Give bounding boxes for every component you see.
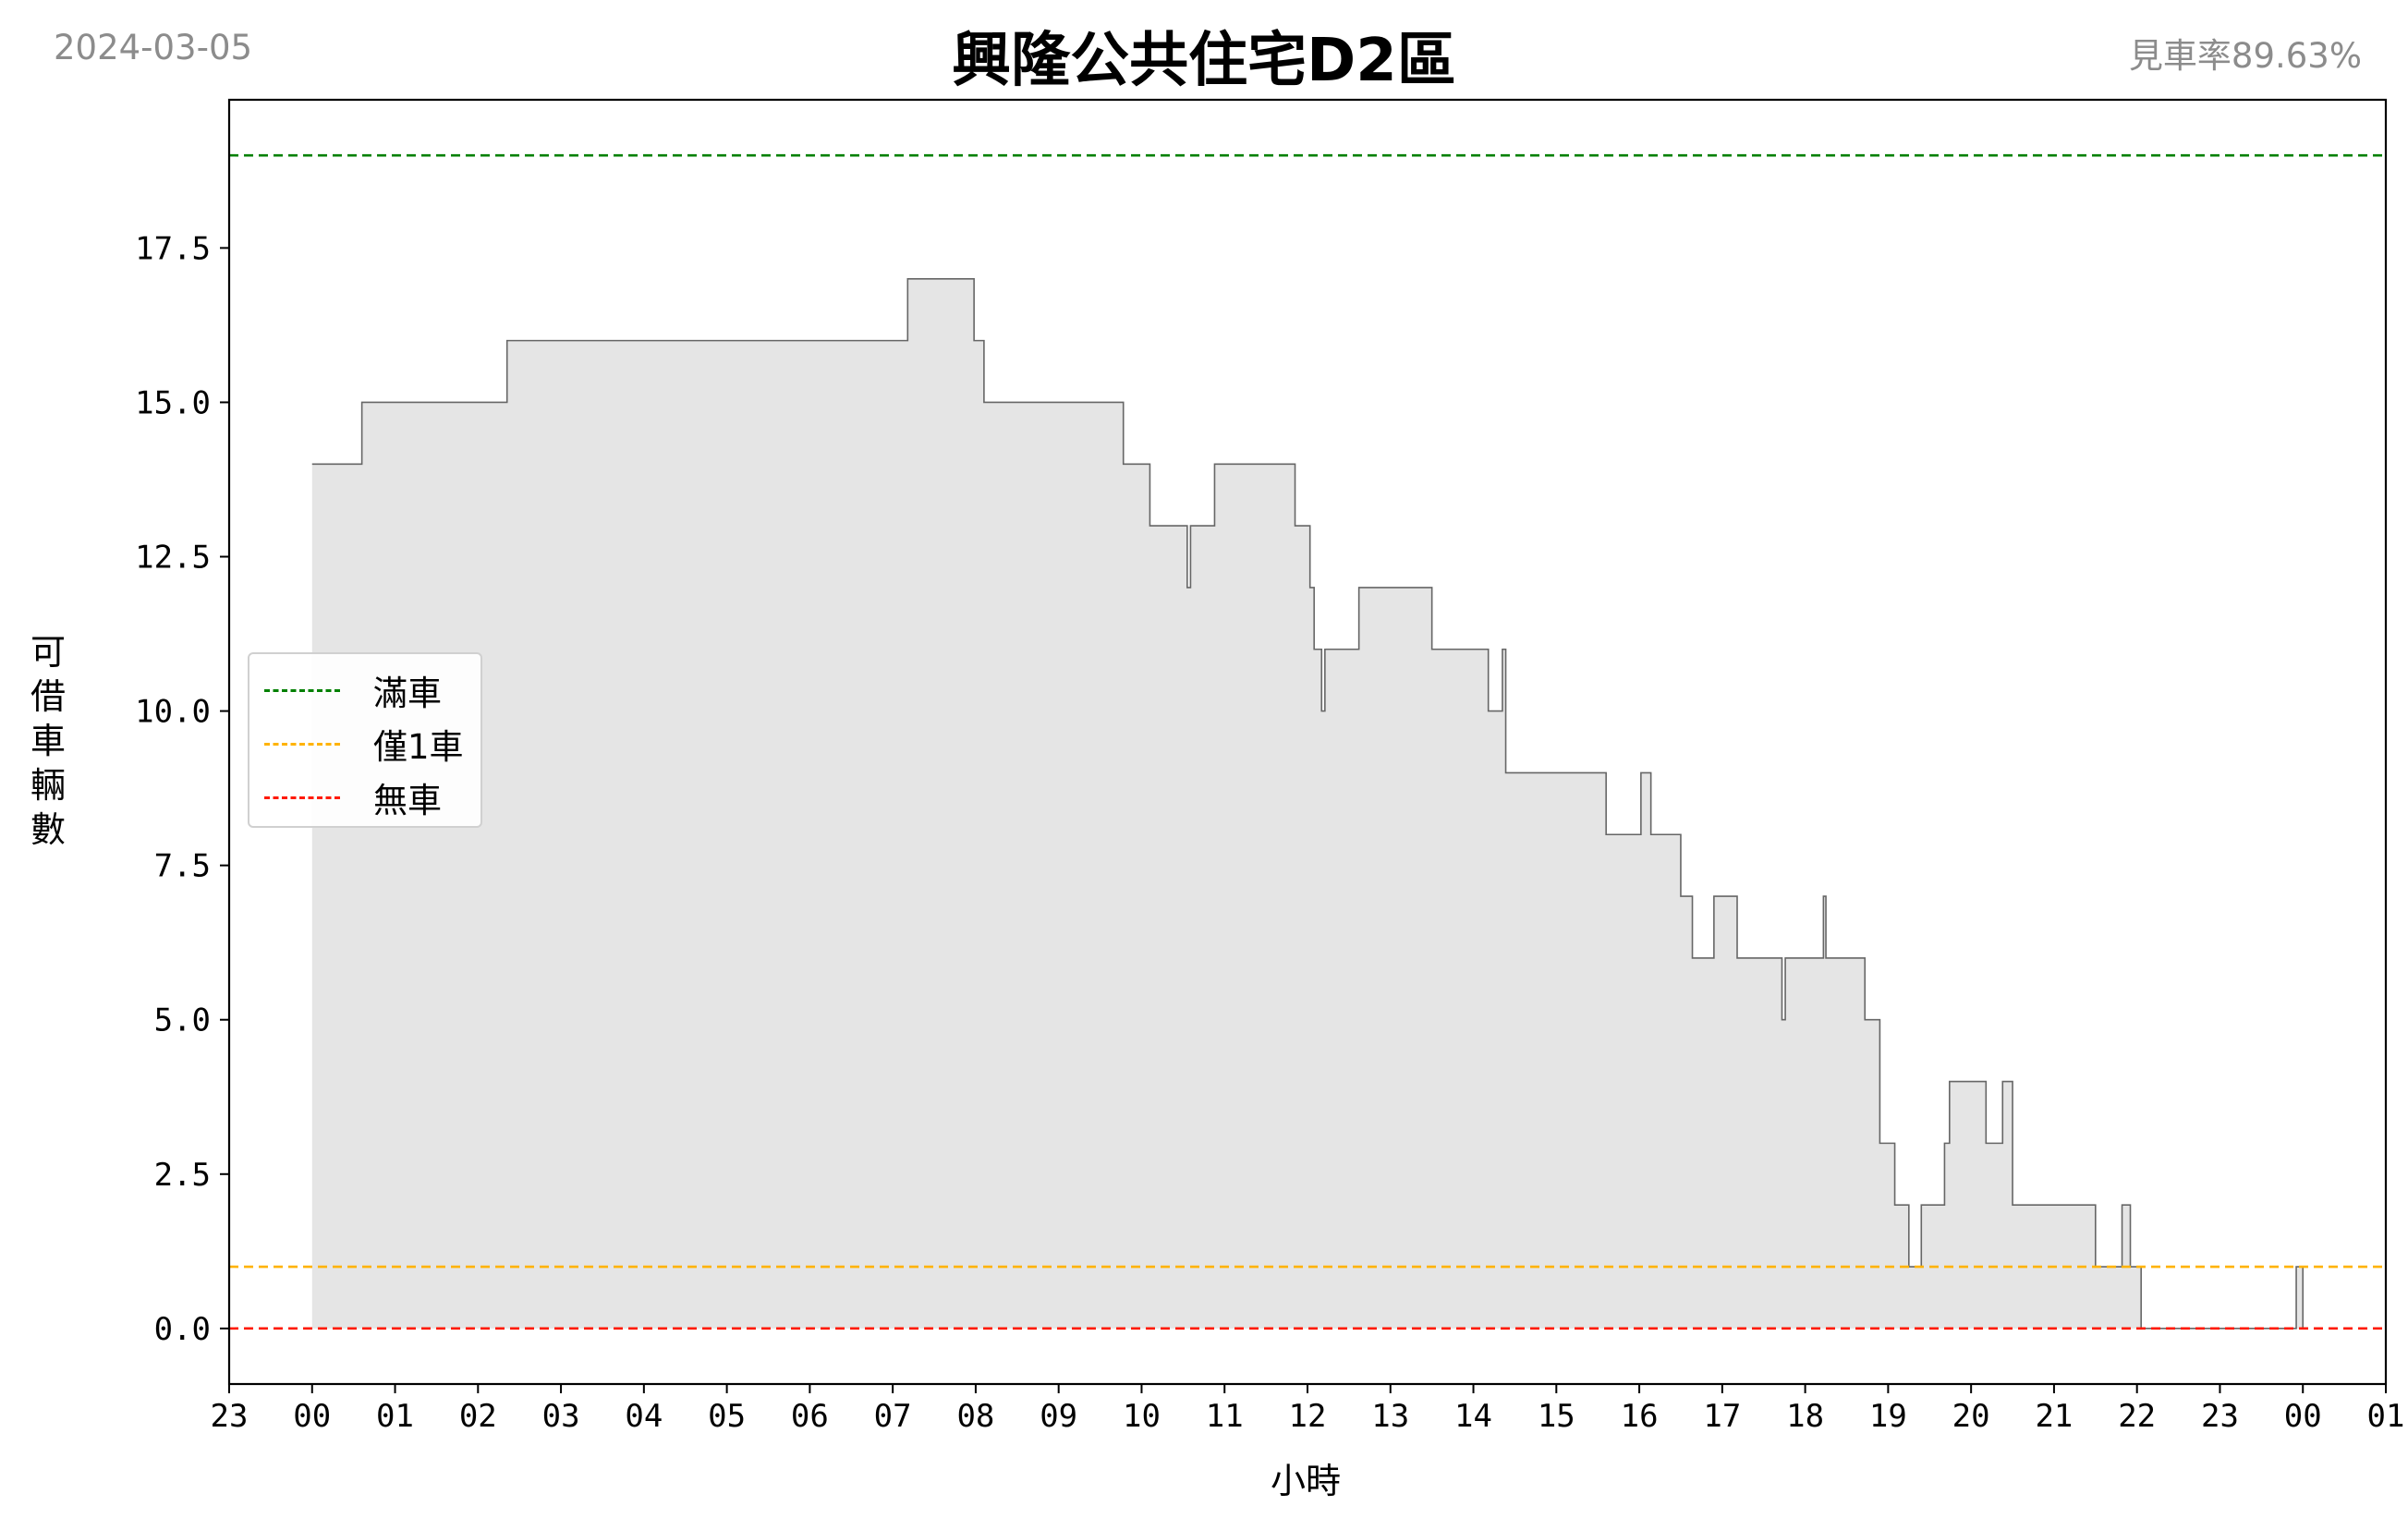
x-tick-label: 00 <box>2284 1398 2322 1435</box>
x-tick-label: 12 <box>1289 1398 1327 1435</box>
date-label: 2024-03-05 <box>54 28 253 67</box>
y-tick-label: 12.5 <box>135 540 211 577</box>
y-tick-label: 0.0 <box>154 1311 211 1348</box>
y-tick-label: 10.0 <box>135 694 211 731</box>
legend-swatch-one-bike <box>264 742 340 746</box>
legend-label-one-bike: 僅1車 <box>373 727 464 767</box>
x-tick-label: 23 <box>211 1398 249 1435</box>
y-axis-label-char: 輛 <box>30 765 66 806</box>
x-tick-label: 13 <box>1371 1398 1409 1435</box>
x-tick-label: 19 <box>1869 1398 1907 1435</box>
x-tick-label: 15 <box>1538 1398 1575 1435</box>
x-tick-label: 16 <box>1621 1398 1659 1435</box>
y-tick-label: 5.0 <box>154 1002 211 1039</box>
legend-swatch-full <box>264 688 340 692</box>
x-tick-label: 05 <box>708 1398 746 1435</box>
y-tick-label: 15.0 <box>135 384 211 421</box>
y-axis-label-char: 可 <box>30 632 66 673</box>
x-tick-label: 02 <box>459 1398 497 1435</box>
x-tick-label: 23 <box>2201 1398 2239 1435</box>
legend-item-one-bike: 僅1車 <box>264 721 464 767</box>
x-tick-label: 00 <box>293 1398 331 1435</box>
y-tick-label: 2.5 <box>154 1157 211 1194</box>
y-tick-label: 17.5 <box>135 230 211 267</box>
x-axis-label: 小時 <box>1270 1461 1341 1501</box>
chart-title: 興隆公共住宅D2區 <box>952 27 1456 95</box>
x-tick-label: 10 <box>1123 1398 1161 1435</box>
x-tick-label: 01 <box>376 1398 414 1435</box>
legend: 滿車 僅1車 無車 <box>248 652 482 828</box>
x-tick-label: 11 <box>1206 1398 1244 1435</box>
legend-item-full: 滿車 <box>264 667 442 713</box>
legend-swatch-empty <box>264 795 340 799</box>
legend-label-empty: 無車 <box>373 781 442 820</box>
x-tick-label: 07 <box>874 1398 912 1435</box>
y-axis-label-char: 車 <box>30 721 66 761</box>
legend-item-empty: 無車 <box>264 774 442 820</box>
y-axis-label: 可借車輛數 <box>20 630 76 852</box>
x-tick-label: 03 <box>542 1398 580 1435</box>
y-axis-label-char: 數 <box>30 809 66 850</box>
y-tick-label: 7.5 <box>154 848 211 885</box>
x-tick-label: 18 <box>1786 1398 1824 1435</box>
x-tick-label: 04 <box>625 1398 663 1435</box>
availability-rate: 見車率89.63% <box>2128 36 2362 76</box>
x-tick-label: 06 <box>791 1398 829 1435</box>
area-fill <box>311 278 2304 1329</box>
x-tick-label: 22 <box>2118 1398 2156 1435</box>
x-tick-label: 08 <box>956 1398 994 1435</box>
x-tick-label: 01 <box>2367 1398 2405 1435</box>
x-tick-label: 14 <box>1454 1398 1492 1435</box>
legend-label-full: 滿車 <box>373 674 442 713</box>
y-axis-label-char: 借 <box>30 676 66 717</box>
area-line <box>311 277 2305 1330</box>
x-tick-label: 17 <box>1703 1398 1741 1435</box>
x-tick-label: 21 <box>2035 1398 2073 1435</box>
x-tick-label: 09 <box>1040 1398 1077 1435</box>
x-tick-label: 20 <box>1952 1398 1990 1435</box>
